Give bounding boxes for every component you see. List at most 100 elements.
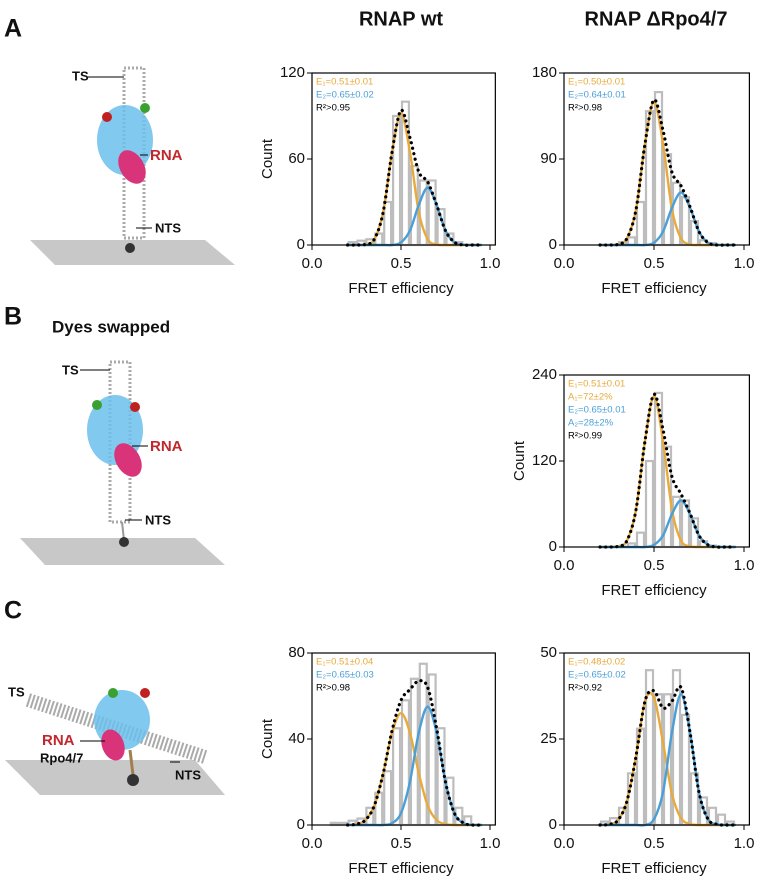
histogram-bar [635,531,646,549]
y-tick-label: 25 [540,730,557,747]
diagram-label: RNA [150,147,183,164]
annotation: R²>0.99 [568,431,602,442]
diagram-label: TS [8,684,25,699]
chart: 0 90 180 0.0 0.5 1.0 FRET efficiency E₁=0.50±0.… [532,64,754,297]
y-tick-label: 120 [532,452,557,469]
panel-label: A [4,15,22,43]
diagram-label: NTS [145,512,171,527]
x-tick-label: 0.0 [302,255,323,272]
x-tick-label: 0.0 [554,557,575,574]
diagram-label: Rpo4/7 [40,750,83,765]
x-tick-label: 1.0 [734,255,755,272]
annotation: E₂=0.64±0.01 [568,90,626,101]
y-tick-label: 50 [540,644,557,661]
x-tick-label: 0.0 [554,255,575,272]
y-tick-label: 60 [288,150,305,167]
dye [140,103,150,113]
annotation: E₁=0.48±0.02 [568,657,625,668]
x-tick-label: 1.0 [480,835,501,852]
x-tick-label: 0.5 [644,835,665,852]
x-tick-label: 0.0 [302,835,323,852]
y-axis-label: Count [259,138,276,179]
histogram-bar [427,673,437,827]
diagram: TS RNA Rpo4/7 NTS [5,684,225,795]
diagram: TS RNA NTS [30,66,235,265]
y-tick-label: 80 [288,644,305,661]
chart: 0 40 80 0.0 0.5 1.0 FRET efficiency Count E₁=0.5… [259,644,500,877]
fit-curve [598,693,737,827]
x-axis-label: FRET efficiency [601,280,707,297]
panel-label: C [4,597,22,625]
y-tick-label: 0 [549,538,557,555]
annotation: R²>0.95 [316,103,350,114]
diagram-label: TS [72,68,89,83]
surface [20,538,225,565]
rpo47 [101,729,125,761]
annotation: E₂=0.65±0.02 [568,670,626,681]
dye [92,400,102,410]
y-tick-label: 0 [297,816,305,833]
histogram-bar [392,727,402,827]
column-header: RNAP ΔRpo4/7 [585,8,728,30]
fit-curve [598,684,737,827]
fit-curve [346,679,483,827]
histogram-bar [680,713,691,827]
column-header: RNAP wt [359,8,443,30]
annotation: A₁=72±2% [568,392,613,403]
histogram-bar [644,459,655,549]
y-tick-label: 0 [297,236,305,253]
y-tick-label: 40 [288,730,305,747]
anchor [125,243,135,253]
histogram-bar [383,770,393,827]
annotation: E₂=0.65±0.01 [568,405,626,416]
dye [140,688,150,698]
annotation: R²>0.98 [568,103,602,114]
y-tick-label: 180 [532,64,557,81]
rpo47 [118,150,146,184]
fit-curve [346,111,483,247]
x-tick-label: 1.0 [734,557,755,574]
fit-curve [598,499,737,549]
diagram-label: TS [62,362,79,377]
annotation: E₂=0.65±0.02 [316,90,374,101]
annotation: E₁=0.50±0.01 [568,77,625,88]
panel-note: Dyes swapped [52,317,170,336]
diagram-label: NTS [155,220,181,235]
chart: 0 25 50 0.0 0.5 1.0 FRET efficiency E₁=0.48±0.0… [540,644,754,877]
y-axis-label: Count [259,718,276,759]
dye [108,688,118,698]
fit-curve [346,186,483,247]
annotation: E₁=0.51±0.01 [316,77,373,88]
y-axis-label: Count [511,440,528,481]
y-tick-label: 0 [549,816,557,833]
y-tick-label: 120 [280,64,305,81]
surface [30,240,235,265]
x-tick-label: 0.0 [554,835,575,852]
annotation: E₁=0.51±0.01 [568,379,625,390]
anchor [127,774,139,786]
x-axis-label: FRET efficiency [348,280,454,297]
fit-curve [346,108,483,247]
anchor [119,537,129,547]
x-tick-label: 0.5 [644,557,665,574]
histogram-bar [635,200,646,247]
linker [128,749,135,776]
diagram-label: RNA [150,438,183,455]
linker [121,521,125,541]
dye [130,402,140,412]
y-tick-label: 0 [549,236,557,253]
diagram-label: RNA [42,732,75,749]
y-tick-label: 240 [532,366,557,383]
chart: 0 60 120 0.0 0.5 1.0 FRET efficiency Count E₁=0.… [259,64,500,297]
x-tick-label: 0.5 [391,835,412,852]
rpo47 [114,443,142,477]
dye [102,112,112,122]
x-tick-label: 0.5 [644,255,665,272]
y-tick-label: 90 [540,150,557,167]
x-tick-label: 0.5 [391,255,412,272]
chart: 0 120 240 0.0 0.5 1.0 FRET efficiency Count E₁=0… [511,366,754,599]
surface [5,760,225,795]
annotation: E₂=0.65±0.03 [316,670,374,681]
annotation: A₂=28±2% [568,418,614,429]
